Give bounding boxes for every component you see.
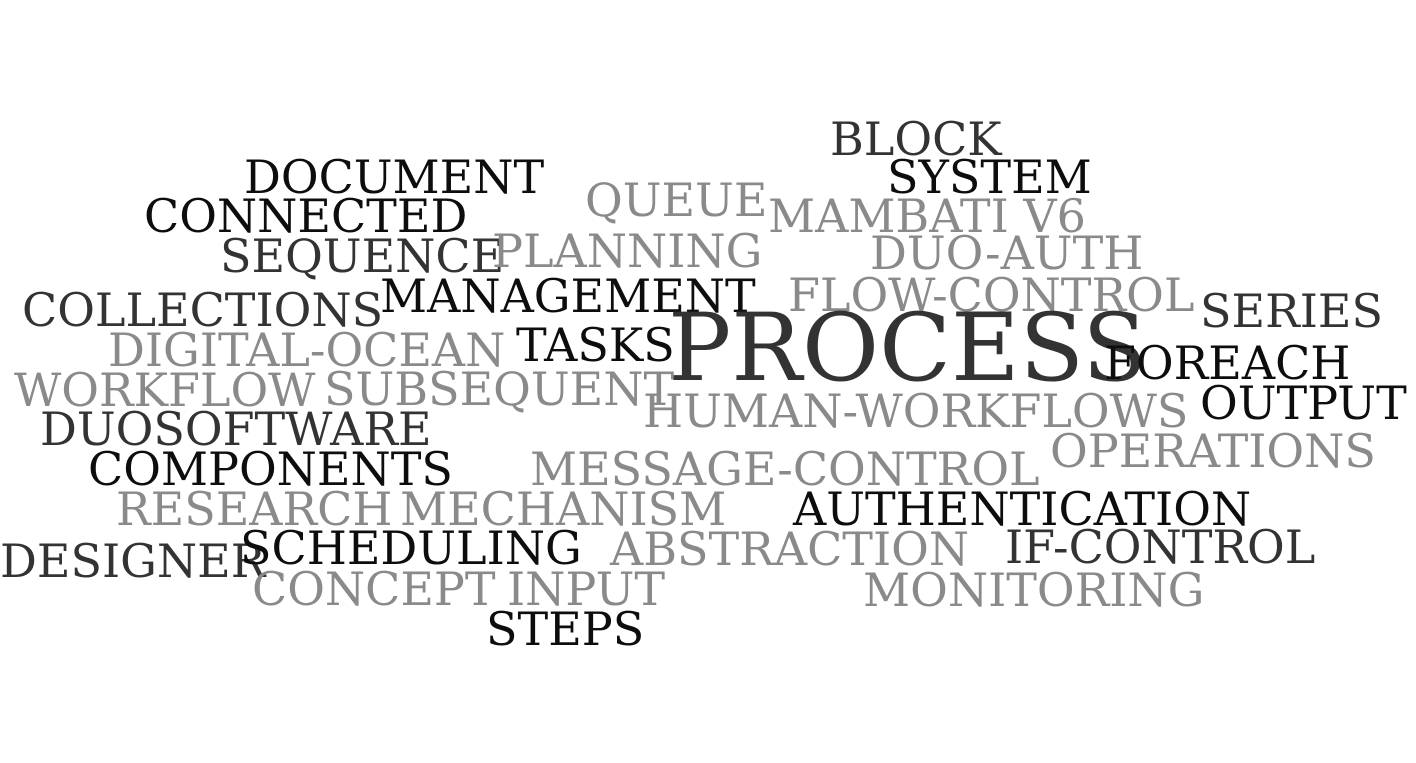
- word-research: RESEARCH: [116, 482, 393, 536]
- word-if-control: IF-CONTROL: [1005, 520, 1316, 574]
- word-document: DOCUMENT: [244, 150, 545, 204]
- word-monitoring: MONITORING: [863, 563, 1205, 617]
- word-digital-ocean: DIGITAL-OCEAN: [108, 323, 506, 377]
- word-output: OUTPUT: [1200, 376, 1407, 430]
- word-subsequent: SUBSEQUENT: [324, 362, 675, 416]
- word-scheduling: SCHEDULING: [240, 521, 582, 575]
- word-tasks: TASKS: [516, 318, 675, 372]
- word-input: INPUT: [507, 562, 666, 616]
- word-duosoftware: DUOSOFTWARE: [40, 402, 432, 456]
- word-abstraction: ABSTRACTION: [610, 522, 970, 576]
- word-steps: STEPS: [486, 602, 645, 656]
- word-collections: COLLECTIONS: [22, 283, 384, 337]
- word-workflow: WORKFLOW: [14, 363, 316, 417]
- word-management: MANAGEMENT: [380, 269, 756, 323]
- word-operations: OPERATIONS: [1050, 424, 1376, 478]
- word-queue: QUEUE: [585, 173, 768, 227]
- word-components: COMPONENTS: [88, 442, 453, 496]
- word-foreach: FOREACH: [1104, 336, 1351, 390]
- word-concept: CONCEPT: [252, 562, 496, 616]
- word-human-workflows: HUMAN-WORKFLOWS: [643, 384, 1189, 438]
- word-sequence: SEQUENCE: [220, 229, 505, 283]
- word-message-control: MESSAGE-CONTROL: [530, 442, 1040, 496]
- word-flow-control: FLOW-CONTROL: [788, 268, 1195, 322]
- word-designer: DESIGNER: [0, 534, 266, 588]
- word-connected: CONNECTED: [144, 189, 468, 243]
- word-process: PROCESS: [668, 294, 1147, 403]
- word-authentication: AUTHENTICATION: [793, 482, 1252, 536]
- word-mechanism: MECHANISM: [400, 482, 727, 536]
- word-mambati-v6: MAMBATI V6: [768, 189, 1086, 243]
- word-series: SERIES: [1200, 284, 1383, 338]
- word-system: SYSTEM: [887, 150, 1092, 204]
- word-planning: PLANNING: [492, 224, 763, 278]
- word-duo-auth: DUO-AUTH: [870, 226, 1144, 280]
- word-block: BLOCK: [830, 112, 1002, 166]
